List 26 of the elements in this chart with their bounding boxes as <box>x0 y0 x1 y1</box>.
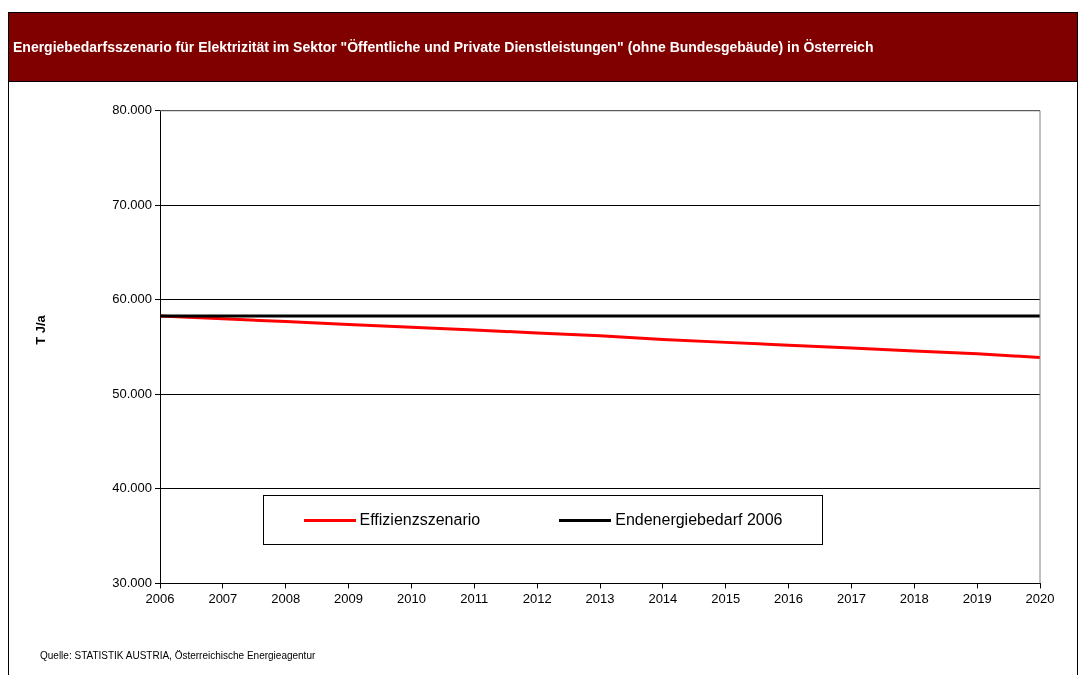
y-tick-label: 50.000 <box>112 385 152 401</box>
x-tick-label: 2007 <box>208 590 238 606</box>
y-tick-label: 40.000 <box>112 480 152 496</box>
x-tick-label: 2016 <box>774 590 804 606</box>
x-tick-label: 2019 <box>962 590 992 606</box>
y-axis-title: T J/a <box>32 315 48 345</box>
legend-label: Endenergiebedarf 2006 <box>615 511 783 529</box>
y-tick-label: 60.000 <box>112 291 152 307</box>
x-tick-label: 2006 <box>145 590 175 606</box>
legend-label: Effizienzszenario <box>359 511 481 529</box>
chart-title: Energiebedarfsszenario für Elektrizität im Sektor "Öffentliche und Private Dienstleistungen" (ohne Bundesgebäude) in Österreich <box>8 12 1078 82</box>
source-note: Quelle: STATISTIK AUSTRIA, Österreichische Energieagentur <box>40 650 316 661</box>
x-tick-label: 2018 <box>899 590 929 606</box>
x-tick-label: 2011 <box>460 590 489 606</box>
x-tick-label: 2012 <box>522 590 552 606</box>
x-tick-label: 2009 <box>334 590 364 606</box>
x-tick-label: 2010 <box>396 590 426 606</box>
x-tick-label: 2013 <box>585 590 615 606</box>
x-tick-label: 2020 <box>1025 590 1055 606</box>
x-tick-label: 2008 <box>271 590 301 606</box>
x-tick-label: 2017 <box>836 590 866 606</box>
x-tick-label: 2015 <box>711 590 741 606</box>
y-tick-label: 70.000 <box>112 196 152 212</box>
y-tick-label: 80.000 <box>112 102 152 118</box>
x-tick-label: 2014 <box>648 590 678 606</box>
y-tick-label: 30.000 <box>112 574 152 590</box>
